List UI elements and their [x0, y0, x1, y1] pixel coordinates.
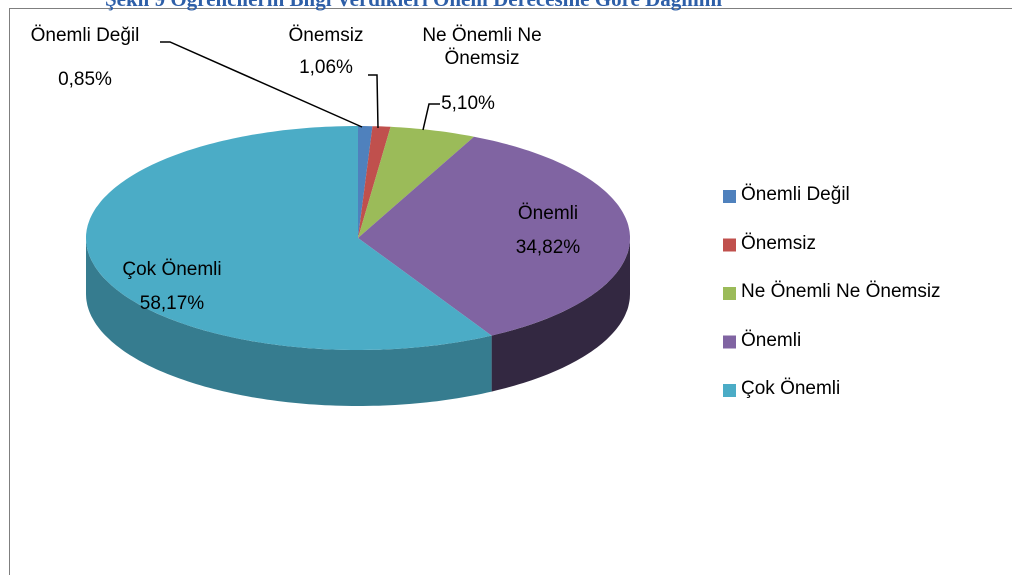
pie-slice	[358, 136, 630, 336]
plot-border	[9, 8, 1012, 575]
data-label-name: Önemsiz	[288, 25, 364, 46]
legend-label: Ne Önemli Ne Önemsiz	[741, 281, 941, 302]
data-label-name: Önemli	[517, 203, 579, 224]
pie-slice	[86, 126, 492, 350]
legend-label: Önemsiz	[741, 232, 816, 254]
pie-side	[86, 238, 492, 406]
leader-line	[368, 74, 379, 129]
legend-swatch	[723, 335, 736, 349]
legend-swatch	[723, 190, 736, 203]
data-label-value: 58,17%	[139, 293, 205, 314]
legend-swatch	[723, 287, 736, 300]
pie-slice	[358, 126, 391, 238]
leader-line	[160, 41, 363, 128]
data-label-value: 34,82%	[515, 237, 581, 258]
data-label-name: Ne Önemli Ne Önemsiz	[422, 25, 542, 69]
chart-title: Şekil 9 Öğrencilerin Bilgi Verdikleri Ön…	[105, 0, 722, 12]
legend-label: Çok Önemli	[741, 378, 841, 399]
pie-side	[491, 238, 630, 392]
legend-label: Önemli Değil	[741, 184, 850, 205]
leader-line	[422, 103, 440, 131]
data-label-name: Önemli Değil	[30, 25, 140, 46]
legend-swatch	[723, 384, 736, 397]
data-label-value: 0,85%	[58, 69, 112, 90]
pie-slice	[358, 126, 474, 238]
data-label-value: 1,06%	[299, 57, 353, 78]
legend-label: Önemli	[741, 329, 802, 351]
data-label-name: Çok Önemli	[122, 259, 222, 280]
legend-swatch	[723, 238, 736, 252]
pie-slice	[358, 126, 373, 238]
data-label-value: 5,10%	[441, 93, 495, 114]
